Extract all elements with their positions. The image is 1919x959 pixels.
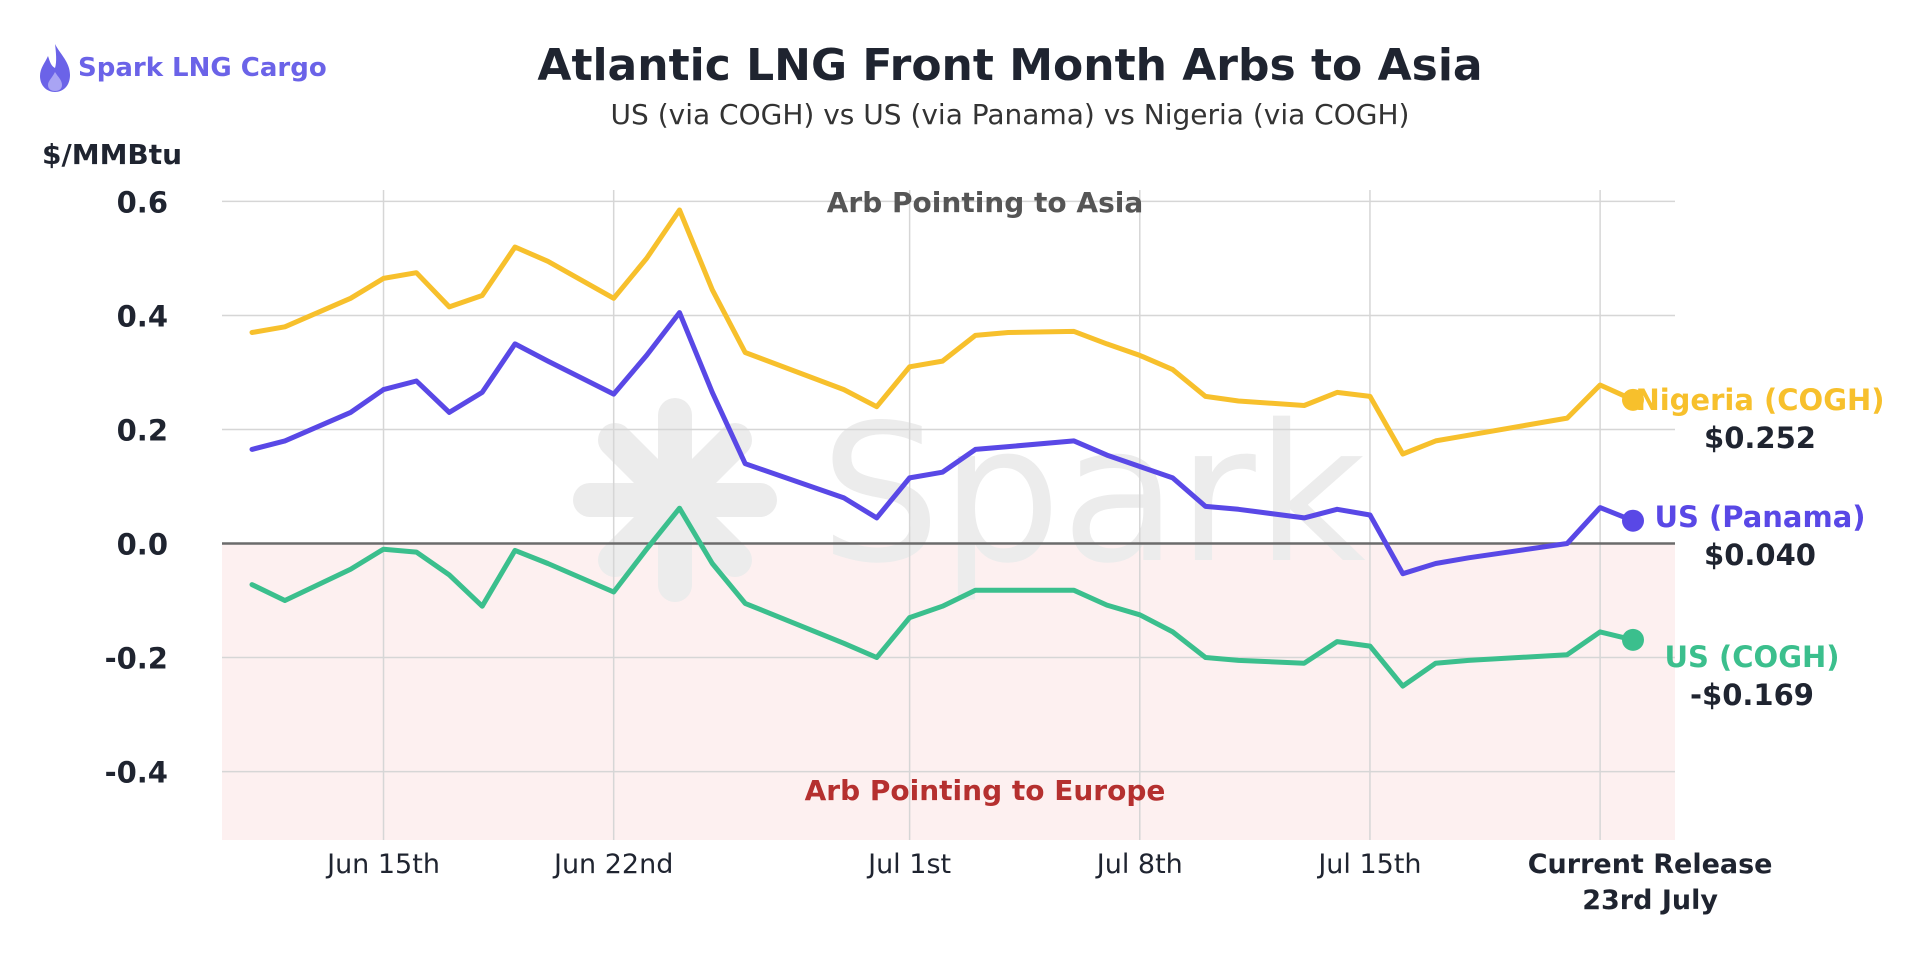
x-tick-label: Jun 15th bbox=[325, 849, 440, 880]
series-value-cogh: -$0.169 bbox=[1690, 678, 1814, 712]
chart-series bbox=[249, 207, 1644, 689]
x-tick-label: Jul 15th bbox=[1316, 849, 1421, 880]
flame-icon bbox=[40, 44, 70, 92]
annotation-europe: Arb Pointing to Europe bbox=[805, 774, 1166, 807]
x-tick-label: Jun 22nd bbox=[552, 849, 673, 880]
series-label-nigeria: Nigeria (COGH) bbox=[1635, 383, 1884, 417]
x-tick-label-current: 23rd July bbox=[1582, 885, 1718, 916]
x-tick-label: Jul 1st bbox=[866, 849, 951, 880]
negative-zone-fill bbox=[222, 543, 1675, 840]
y-axis-unit: $/MMBtu bbox=[42, 138, 183, 171]
spark-watermark: Spark bbox=[573, 384, 1366, 605]
annotation-asia: Arb Pointing to Asia bbox=[827, 186, 1143, 219]
chart-labels: Arb Pointing to Asia Arb Pointing to Euro… bbox=[805, 186, 1885, 807]
series-label-panama: US (Panama) bbox=[1654, 500, 1865, 534]
x-tick-label: Jul 8th bbox=[1095, 849, 1183, 880]
y-tick-label: 0.0 bbox=[117, 528, 168, 562]
brand-name: Spark LNG Cargo bbox=[78, 53, 327, 83]
y-tick-label: 0.6 bbox=[117, 185, 168, 219]
watermark-star bbox=[573, 398, 777, 602]
y-tick-label: 0.4 bbox=[117, 299, 168, 333]
x-tick-label-current: Current Release bbox=[1528, 849, 1773, 880]
negative-zone bbox=[222, 543, 1675, 840]
y-tick-label: -0.2 bbox=[105, 642, 168, 676]
series-endpoint-cogh bbox=[1622, 628, 1644, 651]
chart-subtitle: US (via COGH) vs US (via Panama) vs Nige… bbox=[610, 98, 1410, 131]
series-label-cogh: US (COGH) bbox=[1664, 640, 1839, 674]
chart-axes: 0.6 0.4 0.2 0.0 -0.2 -0.4 Jun 15th Jun 22nd Jul … bbox=[105, 185, 1773, 916]
series-line-cogh bbox=[249, 505, 1636, 689]
watermark-text: Spark bbox=[820, 384, 1366, 605]
chart-grid bbox=[222, 190, 1675, 840]
y-tick-label: -0.4 bbox=[105, 756, 168, 790]
series-line-nigeria bbox=[249, 207, 1636, 457]
series-endpoint-nigeria bbox=[1622, 388, 1644, 411]
series-line-panama bbox=[249, 310, 1636, 577]
series-value-panama: $0.040 bbox=[1704, 538, 1816, 572]
brand-logo: Spark LNG Cargo bbox=[38, 42, 327, 94]
chart-title: Atlantic LNG Front Month Arbs to Asia bbox=[537, 40, 1483, 91]
series-endpoint-panama bbox=[1622, 509, 1644, 532]
y-tick-label: 0.2 bbox=[117, 413, 168, 447]
series-value-nigeria: $0.252 bbox=[1704, 421, 1816, 455]
